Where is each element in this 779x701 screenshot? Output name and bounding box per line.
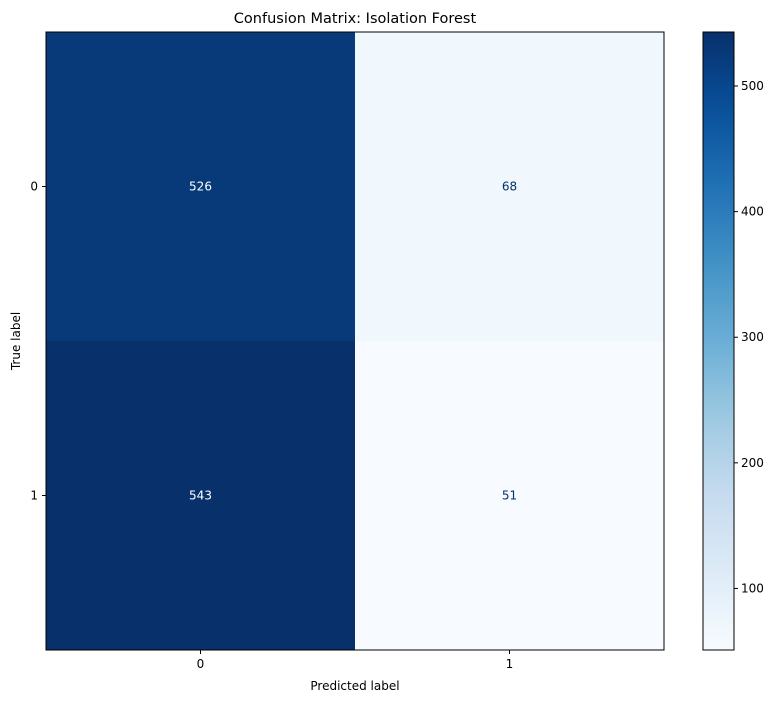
y-tick-label: 1 [30, 489, 38, 503]
heatmap-cell [46, 341, 356, 651]
heatmap-cell [355, 341, 665, 651]
cell-value-label: 51 [502, 489, 517, 503]
x-tick-label: 0 [197, 657, 205, 671]
cell-value-label: 543 [189, 489, 212, 503]
heatmap-cell [46, 32, 356, 342]
cell-value-label: 526 [189, 180, 212, 194]
y-tick-label: 0 [30, 180, 38, 194]
y-axis-label: True label [9, 312, 23, 371]
colorbar-tick-label: 200 [741, 456, 764, 470]
heatmap-cells: 526 68 543 51 [46, 32, 665, 651]
plot-frame [45, 31, 665, 651]
colorbar-ticks: 100 200 300 400 500 [734, 79, 764, 595]
x-axis-label: Predicted label [310, 679, 399, 693]
y-axis-ticks: 01 [30, 180, 46, 503]
x-tick-label: 1 [506, 657, 514, 671]
heatmap-cell [355, 32, 665, 342]
colorbar-tick-label: 500 [741, 79, 764, 93]
cell-value-label: 68 [502, 180, 517, 194]
colorbar-tick-label: 100 [741, 581, 764, 595]
colorbar-tick-label: 300 [741, 330, 764, 344]
chart-title: Confusion Matrix: Isolation Forest [234, 11, 477, 27]
colorbar-tick-label: 400 [741, 205, 764, 219]
colorbar [702, 31, 735, 651]
